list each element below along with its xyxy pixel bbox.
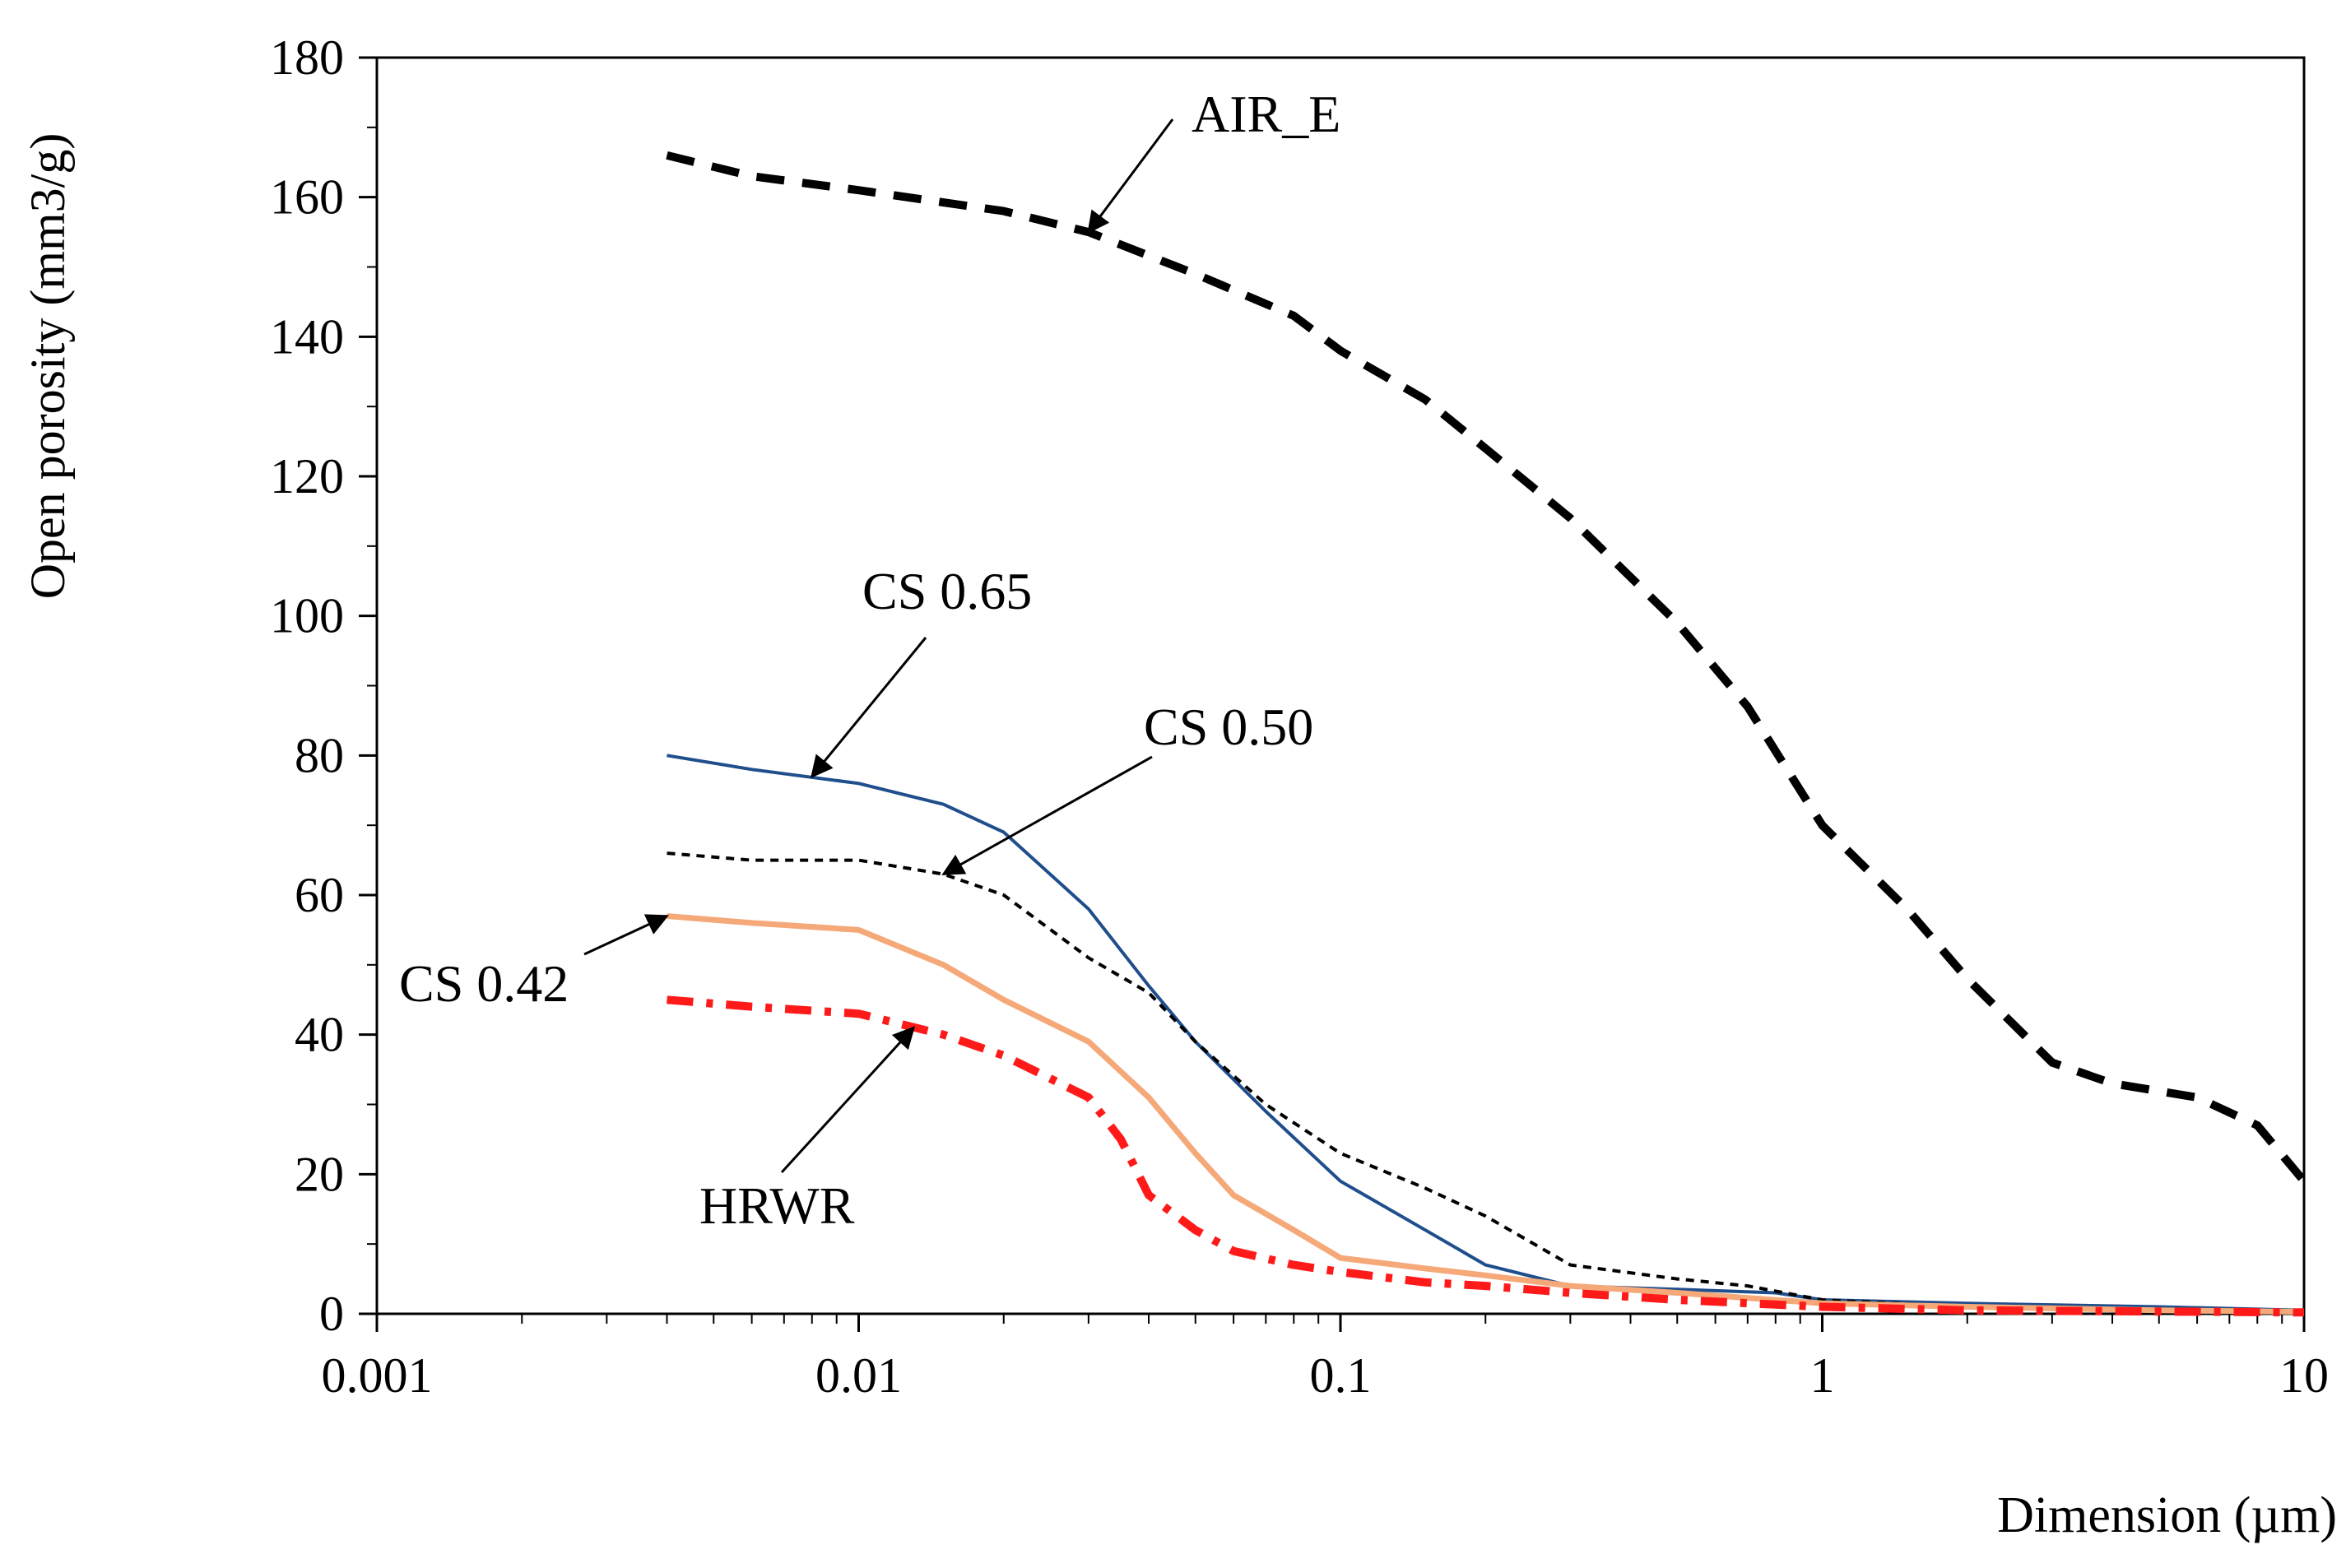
x-axis-label: Dimension (µm) xyxy=(1997,1487,2337,1543)
x-tick-label: 1 xyxy=(1810,1348,1835,1403)
x-tick-label: 0.001 xyxy=(322,1348,433,1403)
x-tick-label: 10 xyxy=(2279,1348,2329,1403)
annotation-cs-0-50-label: CS 0.50 xyxy=(1144,698,1313,756)
y-tick-label: 100 xyxy=(270,589,344,643)
annotation-cs-0-50-arrow xyxy=(941,755,1153,875)
series-air-e-line xyxy=(666,151,2307,1185)
annotation-hrwr-arrow xyxy=(780,1026,916,1174)
x-tick-label: 0.1 xyxy=(1310,1348,1372,1403)
annotation-cs-0-42-arrow xyxy=(583,914,669,956)
y-tick-label: 180 xyxy=(270,30,344,85)
y-tick-label: 20 xyxy=(295,1147,344,1201)
y-tick-label: 160 xyxy=(270,170,344,225)
y-tick-label: 40 xyxy=(295,1008,344,1062)
annotation-cs-0-65-label: CS 0.65 xyxy=(862,562,1032,620)
y-tick-label: 60 xyxy=(295,868,344,922)
series-hrwr-line xyxy=(667,995,2305,1317)
plot-area xyxy=(375,56,2306,1315)
annotation-cs-0-65-arrow xyxy=(811,637,927,778)
annotation-air-e-label: AIR_E xyxy=(1192,85,1340,143)
series-layer xyxy=(666,151,2307,1317)
y-tick-label: 80 xyxy=(295,728,344,782)
annotation-layer: AIR_E CS 0.65 CS 0.50 CS 0.42 HRWR xyxy=(399,85,1340,1235)
y-tick-label: 120 xyxy=(270,449,344,503)
annotation-cs-0-42-label: CS 0.42 xyxy=(399,954,569,1013)
y-axis-label: Open porosity (mm3/g) xyxy=(21,133,75,600)
annotation-air-e-arrow xyxy=(1087,118,1174,234)
x-tick-label: 0.01 xyxy=(815,1348,902,1403)
y-axis-ticks: 0 20 40 60 80 100 120 140 160 180 xyxy=(270,30,377,1341)
y-tick-label: 140 xyxy=(270,309,344,364)
y-tick-label: 0 xyxy=(319,1287,344,1341)
annotation-hrwr-label: HRWR xyxy=(699,1176,855,1235)
x-axis-ticks: 0.001 0.01 0.1 1 10 xyxy=(322,1314,2329,1403)
series-cs-0-50-line xyxy=(667,851,2305,1315)
